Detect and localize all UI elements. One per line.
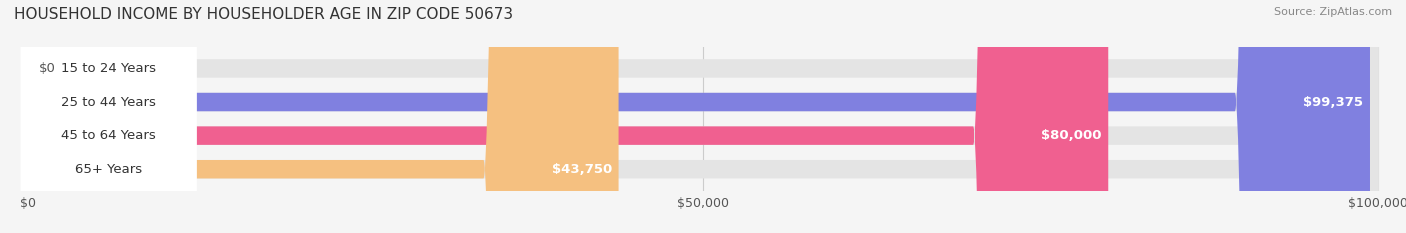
FancyBboxPatch shape [21,0,197,233]
FancyBboxPatch shape [28,0,1108,233]
Text: 25 to 44 Years: 25 to 44 Years [62,96,156,109]
Text: 15 to 24 Years: 15 to 24 Years [60,62,156,75]
Text: $99,375: $99,375 [1303,96,1364,109]
Text: Source: ZipAtlas.com: Source: ZipAtlas.com [1274,7,1392,17]
FancyBboxPatch shape [21,0,197,233]
FancyBboxPatch shape [21,0,197,233]
FancyBboxPatch shape [28,0,1378,233]
FancyBboxPatch shape [28,0,1378,233]
FancyBboxPatch shape [28,0,1378,233]
Text: 45 to 64 Years: 45 to 64 Years [62,129,156,142]
Text: HOUSEHOLD INCOME BY HOUSEHOLDER AGE IN ZIP CODE 50673: HOUSEHOLD INCOME BY HOUSEHOLDER AGE IN Z… [14,7,513,22]
FancyBboxPatch shape [28,0,1378,233]
Text: 65+ Years: 65+ Years [75,163,142,176]
FancyBboxPatch shape [28,0,1369,233]
Text: $0: $0 [38,62,55,75]
FancyBboxPatch shape [21,0,197,233]
Text: $43,750: $43,750 [551,163,612,176]
FancyBboxPatch shape [28,0,619,233]
Text: $80,000: $80,000 [1040,129,1101,142]
